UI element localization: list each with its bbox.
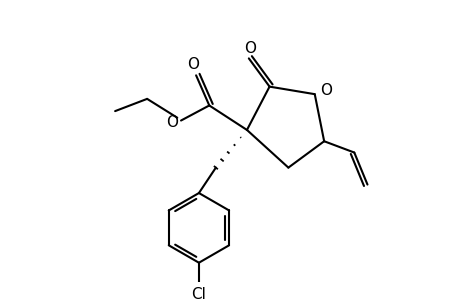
Text: O: O [319, 83, 331, 98]
Text: Cl: Cl [191, 287, 206, 300]
Text: O: O [166, 115, 178, 130]
Text: O: O [187, 58, 199, 73]
Text: O: O [243, 40, 255, 56]
